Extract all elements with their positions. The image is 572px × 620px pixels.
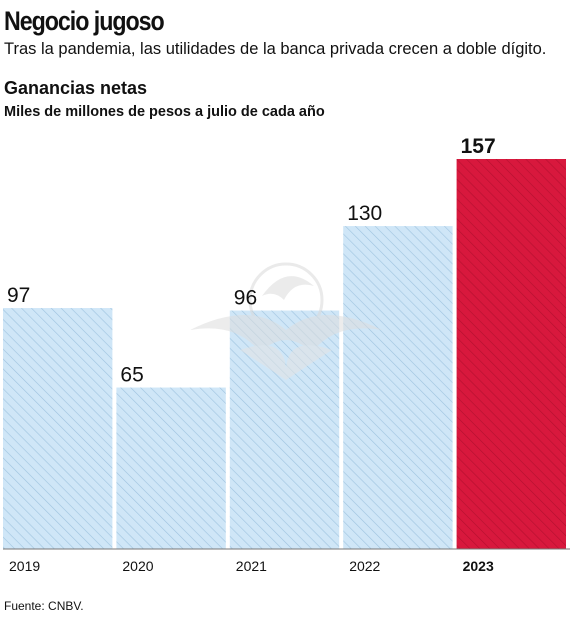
chart-subtitle: Miles de millones de pesos a julio de ca…: [4, 104, 325, 120]
x-tick-2022: 2022: [349, 558, 380, 574]
page-subtitle: Tras la pandemia, las utilidades de la b…: [4, 40, 547, 58]
x-tick-2021: 2021: [236, 558, 267, 574]
data-label-2022: 130: [347, 202, 382, 225]
data-label-2021: 96: [234, 287, 257, 310]
data-label-2019: 97: [7, 284, 30, 307]
eagle-watermark-icon: [190, 262, 382, 380]
bar-2022: [343, 226, 453, 549]
page-title: Negocio jugoso: [4, 6, 165, 36]
bar-2019: [3, 308, 113, 549]
bar-2021: [229, 310, 340, 549]
bar-2020: [116, 387, 226, 549]
data-label-2023: 157: [461, 135, 496, 158]
x-tick-2019: 2019: [9, 558, 40, 574]
x-tick-2023: 2023: [463, 558, 494, 574]
chart-title: Ganancias netas: [4, 78, 148, 98]
bar-2023: [456, 159, 566, 549]
data-label-2020: 65: [120, 364, 143, 387]
x-tick-2020: 2020: [122, 558, 153, 574]
source-note: Fuente: CNBV.: [4, 599, 84, 613]
